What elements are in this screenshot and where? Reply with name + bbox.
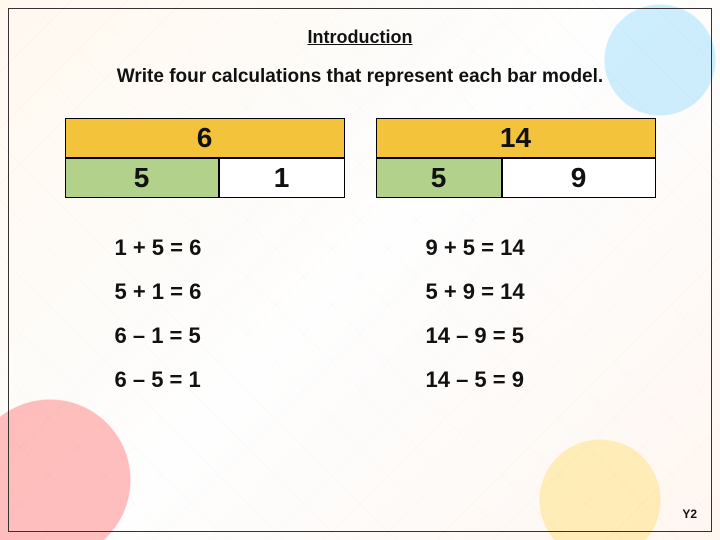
calculation-line: 14 – 5 = 9	[426, 358, 656, 402]
bar-part: 1	[219, 158, 345, 198]
calculation-line: 14 – 9 = 5	[426, 314, 656, 358]
calculation-line: 1 + 5 = 6	[115, 226, 345, 270]
calculation-line: 5 + 1 = 6	[115, 270, 345, 314]
calculations-row: 1 + 5 = 65 + 1 = 66 – 1 = 56 – 5 = 1 9 +…	[9, 226, 711, 402]
calculation-list: 1 + 5 = 65 + 1 = 66 – 1 = 56 – 5 = 1	[65, 226, 345, 402]
footer-label: Y2	[682, 507, 697, 521]
bar-model: 1459	[376, 118, 656, 198]
bar-part: 9	[502, 158, 656, 198]
calculation-line: 6 – 1 = 5	[115, 314, 345, 358]
calculation-line: 6 – 5 = 1	[115, 358, 345, 402]
bar-whole: 6	[65, 118, 345, 158]
bar-part: 5	[65, 158, 219, 198]
slide-frame: Introduction Write four calculations tha…	[8, 8, 712, 532]
calculation-list: 9 + 5 = 145 + 9 = 1414 – 9 = 514 – 5 = 9	[376, 226, 656, 402]
slide-title: Introduction	[9, 27, 711, 48]
bar-models-row: 651 1459	[9, 118, 711, 198]
slide-instruction: Write four calculations that represent e…	[9, 66, 711, 88]
calculation-line: 5 + 9 = 14	[426, 270, 656, 314]
bar-whole: 14	[376, 118, 656, 158]
bar-model: 651	[65, 118, 345, 198]
calculation-line: 9 + 5 = 14	[426, 226, 656, 270]
bar-part: 5	[376, 158, 502, 198]
